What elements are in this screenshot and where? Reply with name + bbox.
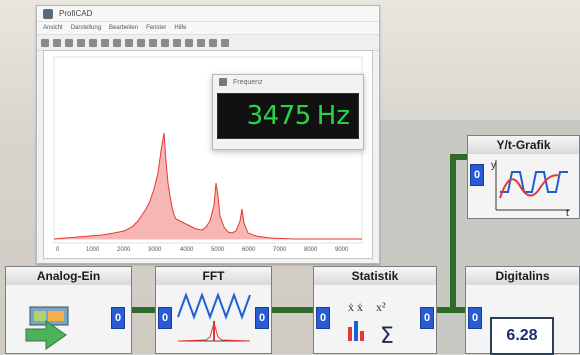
x-tick-label: 7000 [273, 247, 287, 253]
statistik-formula: x² [376, 300, 386, 314]
yt-axis-t: t [566, 208, 569, 216]
statistik-output-port[interactable]: 0 [420, 307, 434, 329]
x-tick-label: 0 [56, 247, 60, 253]
menu-bar: Ansicht Darstellung Bearbeiten Fenster H… [37, 22, 379, 34]
statistik-body: 0 0 ẋ ẋ x² Σ [314, 285, 436, 353]
analog-output-port[interactable]: 0 [111, 307, 125, 329]
spectrum-trace [53, 132, 362, 240]
window-title: ProfiCAD [59, 9, 93, 18]
toolbar-icon[interactable] [101, 38, 109, 47]
toolbar-icon[interactable] [113, 38, 121, 47]
fft-body: 0 0 [156, 285, 271, 353]
menu-item-darstellung[interactable]: Darstellung [70, 25, 102, 31]
x-tick-label: 9000 [335, 247, 349, 253]
frequency-value: 3475 [246, 101, 312, 131]
toolbar-icon[interactable] [209, 38, 217, 47]
statistik-block[interactable]: Statistik 0 0 ẋ ẋ x² Σ [313, 266, 437, 354]
toolbar [37, 34, 379, 51]
toolbar-icon[interactable] [125, 38, 133, 47]
yt-grafik-block[interactable]: Y/t-Grafik 0 y t [467, 135, 580, 219]
menu-item-fenster[interactable]: Fenster [146, 25, 167, 31]
popup-icon [219, 78, 227, 86]
toolbar-icon[interactable] [197, 38, 205, 47]
x-tick-label: 4000 [180, 247, 194, 253]
yt-input-port[interactable]: 0 [470, 164, 484, 186]
frequency-popup: Frequenz 3475 Hz [212, 74, 364, 150]
statistik-formula: ẋ ẋ [348, 300, 363, 314]
statistik-title: Statistik [314, 267, 436, 286]
wire-fft-stat [270, 307, 313, 313]
digitalins-value: 6.28 [490, 317, 554, 355]
digitalins-body: 0 6.28 [466, 285, 579, 355]
toolbar-icon[interactable] [41, 38, 49, 47]
wire-to-yt [450, 154, 467, 160]
yt-graph-icon: y t [491, 160, 570, 216]
fft-icon [177, 292, 251, 342]
toolbar-icon[interactable] [149, 38, 157, 47]
yt-axis-y: y [491, 160, 496, 171]
menu-item-bearbeiten[interactable]: Bearbeiten [109, 25, 139, 31]
x-tick-label: 3000 [148, 247, 162, 253]
wire-vertical [450, 154, 456, 313]
app-icon [43, 8, 53, 19]
wire-analog-fft [130, 307, 155, 313]
menu-item-ansicht[interactable]: Ansicht [43, 25, 63, 31]
fft-title: FFT [156, 267, 271, 286]
popup-titlebar[interactable]: Frequenz [213, 75, 363, 89]
statistik-icon: ẋ ẋ x² Σ [348, 300, 394, 349]
toolbar-icon[interactable] [185, 38, 193, 47]
toolbar-icon[interactable] [221, 38, 229, 47]
x-tick-label: 6000 [242, 247, 256, 253]
statistik-input-port[interactable]: 0 [316, 307, 330, 329]
popup-title: Frequenz [233, 78, 263, 86]
yt-grafik-body: 0 y t [468, 154, 579, 218]
sum-symbol: Σ [380, 324, 394, 349]
toolbar-icon[interactable] [89, 38, 97, 47]
x-tick-label: 1000 [86, 247, 100, 253]
toolbar-icon[interactable] [137, 38, 145, 47]
analog-ein-block[interactable]: Analog-Ein 0 [5, 266, 132, 354]
x-tick-label: 5000 [211, 247, 225, 253]
toolbar-icon[interactable] [161, 38, 169, 47]
analog-input-icon [25, 306, 69, 350]
digitalins-input-port[interactable]: 0 [468, 307, 482, 329]
analog-ein-body: 0 [6, 285, 131, 353]
digitalins-title: Digitalins [466, 267, 579, 286]
x-tick-label: 8000 [304, 247, 318, 253]
x-tick-label: 2000 [117, 247, 131, 253]
fft-block[interactable]: FFT 0 0 [155, 266, 272, 354]
toolbar-icon[interactable] [53, 38, 61, 47]
digitalins-block[interactable]: Digitalins 0 6.28 [465, 266, 580, 355]
menu-item-hilfe[interactable]: Hilfe [174, 25, 187, 31]
toolbar-icon[interactable] [65, 38, 73, 47]
fft-output-port[interactable]: 0 [255, 307, 269, 329]
frequency-display: 3475 Hz [217, 93, 359, 139]
yt-grafik-title: Y/t-Grafik [468, 136, 579, 155]
frequency-unit: Hz [316, 101, 350, 131]
analog-ein-title: Analog-Ein [6, 267, 131, 286]
window-titlebar[interactable]: ProfiCAD [37, 6, 379, 22]
toolbar-icon[interactable] [77, 38, 85, 47]
toolbar-icon[interactable] [173, 38, 181, 47]
fft-input-port[interactable]: 0 [158, 307, 172, 329]
